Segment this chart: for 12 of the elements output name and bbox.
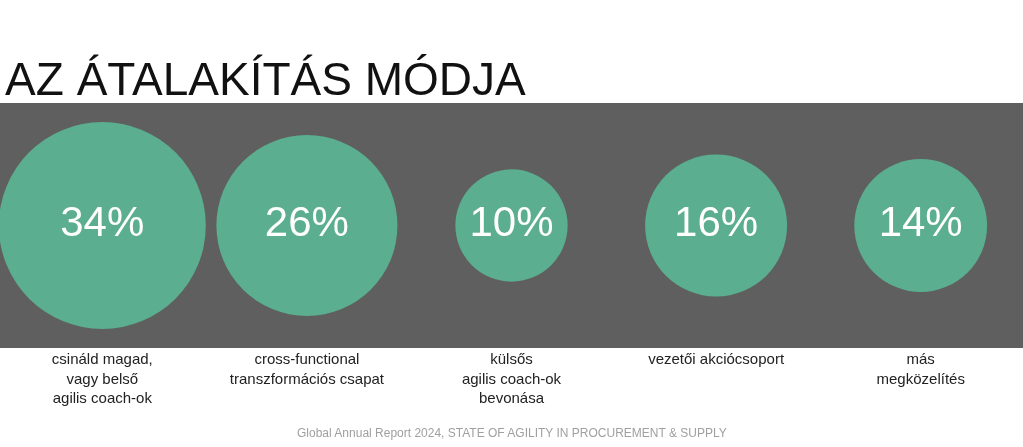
- category-label: külsős agilis coach-ok bevonása: [461, 350, 562, 406]
- data-label: 16%: [674, 198, 759, 245]
- text: Global Annual Report 2024, STATE OF AGILITY IN PROCUREMENT & SUPPLY: [297, 426, 727, 440]
- data-label: 10%: [469, 198, 554, 245]
- text: AZ ÁTALAKÍTÁS MÓDJA: [5, 52, 527, 105]
- category-label: vezetői akciócsoport: [648, 350, 785, 367]
- data-label: 14%: [878, 198, 963, 245]
- category-label: csináld magad, vagy belső agilis coach-ok: [51, 350, 153, 406]
- data-label: 34%: [60, 198, 145, 245]
- data-label: 26%: [264, 198, 349, 245]
- category-label: más megközelítés: [876, 350, 965, 387]
- category-label: cross-functional transzformációs csapat: [229, 350, 385, 387]
